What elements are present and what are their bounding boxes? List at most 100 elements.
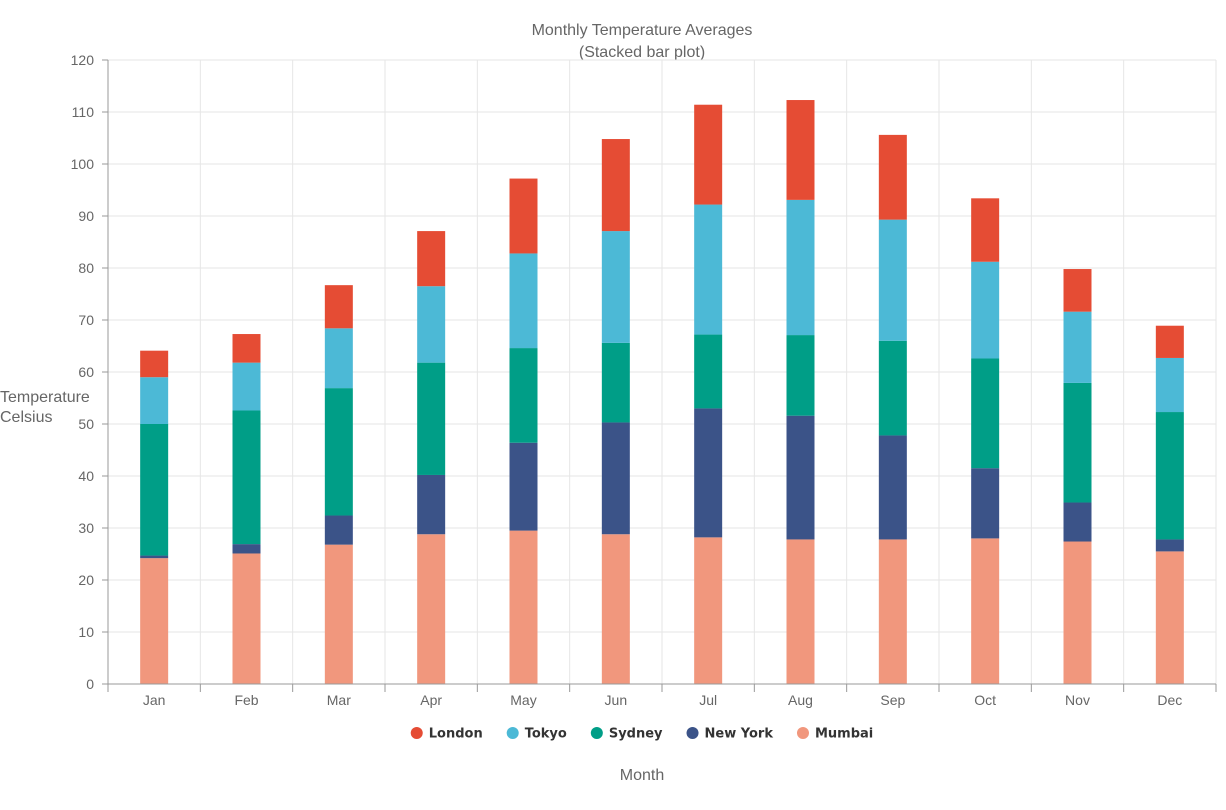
bar-sydney-jan[interactable] [140,424,169,556]
legend-label: Tokyo [525,727,567,742]
y-tick-label: 100 [71,156,95,172]
x-tick-label: Feb [234,692,258,708]
legend-item-sydney[interactable]: Sydney [590,727,663,742]
bar-london-aug[interactable] [786,100,815,200]
bar-mumbai-mar[interactable] [324,544,353,684]
bar-london-apr[interactable] [417,231,446,287]
bar-mumbai-jul[interactable] [694,537,723,684]
bar-tokyo-dec[interactable] [1155,357,1184,413]
bar-mumbai-apr[interactable] [417,534,446,684]
legend-item-mumbai[interactable]: Mumbai [796,727,873,742]
bar-mumbai-may[interactable] [509,530,538,684]
x-tick-label: Dec [1157,692,1182,708]
legend-marker [410,727,423,739]
legend-marker [796,727,809,739]
x-tick-label: Jul [699,692,717,708]
bar-sydney-mar[interactable] [324,388,353,516]
x-tick-label: Jan [143,692,166,708]
y-tick-label: 70 [78,312,94,328]
bar-london-oct[interactable] [971,198,1000,262]
bar-new-york-mar[interactable] [324,515,353,545]
bar-tokyo-sep[interactable] [878,219,907,341]
bar-sydney-sep[interactable] [878,340,907,436]
bar-mumbai-jan[interactable] [140,558,169,684]
bar-tokyo-mar[interactable] [324,328,353,389]
bar-mumbai-nov[interactable] [1063,541,1092,684]
bar-new-york-jan[interactable] [140,555,169,559]
x-tick-label: Nov [1065,692,1090,708]
bar-new-york-nov[interactable] [1063,502,1092,542]
bar-tokyo-aug[interactable] [786,199,815,336]
bar-tokyo-jan[interactable] [140,377,169,424]
bar-tokyo-may[interactable] [509,253,538,349]
bar-sydney-oct[interactable] [971,358,1000,469]
bar-new-york-oct[interactable] [971,468,1000,539]
bar-tokyo-jul[interactable] [694,204,723,335]
bar-mumbai-feb[interactable] [232,553,261,684]
x-tick-label: Aug [788,692,813,708]
grid-lines [107,59,1217,685]
bar-new-york-apr[interactable] [417,474,446,535]
y-tick-label: 50 [78,416,94,432]
y-tick-label: 80 [78,260,94,276]
bar-london-jan[interactable] [140,350,169,378]
bar-tokyo-feb[interactable] [232,362,261,411]
y-tick-label: 20 [78,572,94,588]
x-tick-label: Mar [327,692,351,708]
bar-london-feb[interactable] [232,334,261,363]
bar-new-york-aug[interactable] [786,415,815,540]
x-tick-label: Sep [880,692,905,708]
bar-london-sep[interactable] [878,134,907,220]
bar-new-york-feb[interactable] [232,544,261,554]
chart-subtitle: (Stacked bar plot) [579,44,705,61]
bar-london-jul[interactable] [694,104,723,205]
bar-new-york-jun[interactable] [601,422,630,535]
bar-mumbai-sep[interactable] [878,539,907,684]
bar-sydney-nov[interactable] [1063,382,1092,503]
bar-london-dec[interactable] [1155,325,1184,358]
bar-new-york-dec[interactable] [1155,539,1184,552]
x-axis-label: Month [620,767,664,784]
bar-sydney-jun[interactable] [601,342,630,423]
legend-item-tokyo[interactable]: Tokyo [506,727,567,742]
bar-mumbai-aug[interactable] [786,539,815,684]
x-axis-tick-labels: Jan Feb Mar Apr May Jun Jul Aug Sep Oct Nov Dec [143,692,1182,708]
legend-item-new-york[interactable]: New York [686,727,774,742]
bar-sydney-aug[interactable] [786,335,815,416]
y-tick-label: 30 [78,520,94,536]
bar-sydney-may[interactable] [509,348,538,443]
bar-new-york-sep[interactable] [878,435,907,540]
bar-sydney-apr[interactable] [417,362,446,475]
bar-tokyo-apr[interactable] [417,286,446,363]
bar-london-mar[interactable] [324,285,353,329]
bar-mumbai-jun[interactable] [601,534,630,684]
y-axis-tick-labels: 0 10 20 30 40 50 60 70 80 90 100 110 120 [71,52,95,692]
bar-mumbai-oct[interactable] [971,538,1000,684]
bar-tokyo-jun[interactable] [601,231,630,343]
bar-mumbai-dec[interactable] [1155,551,1184,684]
bar-sydney-dec[interactable] [1155,412,1184,540]
x-tick-label: Jun [605,692,628,708]
legend-label: London [429,727,483,742]
bar-london-nov[interactable] [1063,269,1092,312]
y-tick-label: 60 [78,364,94,380]
bar-london-may[interactable] [509,178,538,254]
x-tick-label: May [510,692,536,708]
legend-label: New York [705,727,774,742]
x-tick-label: Apr [420,692,442,708]
x-tick-label: Oct [974,692,996,708]
bar-london-jun[interactable] [601,139,630,232]
bar-new-york-jul[interactable] [694,408,723,538]
y-tick-label: 90 [78,208,94,224]
bar-sydney-feb[interactable] [232,410,261,545]
legend-marker [506,727,519,739]
bar-sydney-jul[interactable] [694,334,723,409]
bar-new-york-may[interactable] [509,442,538,531]
legend-item-london[interactable]: London [410,727,483,742]
y-axis-label-line1: Temperature [0,389,90,406]
legend-marker [590,727,603,739]
y-tick-label: 0 [86,676,94,692]
bar-tokyo-nov[interactable] [1063,311,1092,383]
bar-tokyo-oct[interactable] [971,261,1000,359]
